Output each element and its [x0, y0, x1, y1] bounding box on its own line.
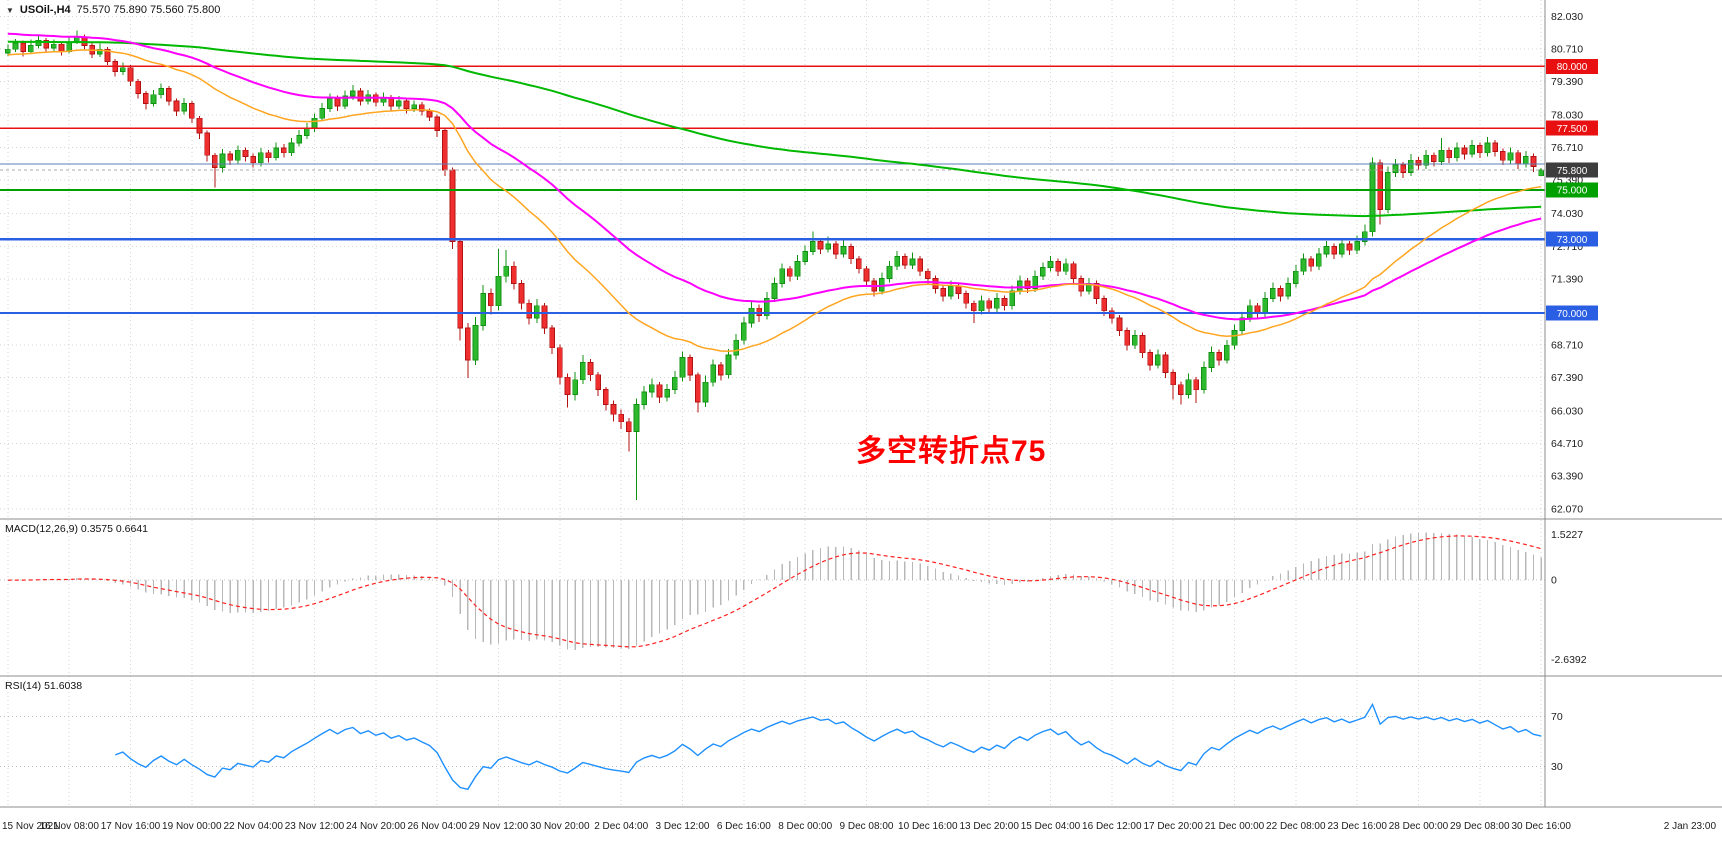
price-tick-label: 82.030	[1551, 11, 1583, 23]
svg-text:73.000: 73.000	[1557, 235, 1588, 246]
time-axis-label: 29 Dec 08:00	[1450, 821, 1510, 832]
chart-title: ▼ USOil-,H4 75.570 75.890 75.560 75.800	[6, 4, 220, 16]
time-axis-label: 2 Dec 04:00	[594, 821, 648, 832]
time-axis-label: 6 Dec 16:00	[717, 821, 771, 832]
time-axis-label: 28 Dec 00:00	[1389, 821, 1449, 832]
panel-separators	[0, 0, 1722, 808]
time-axis-label: 19 Nov 00:00	[162, 821, 222, 832]
svg-text:80.000: 80.000	[1557, 62, 1588, 73]
macd-indicator-label: MACD(12,26,9) 0.3575 0.6641	[5, 523, 149, 535]
price-badge-73.000: 73.000	[1546, 231, 1598, 247]
candle-series	[5, 30, 1545, 500]
time-axis-label: 23 Dec 16:00	[1327, 821, 1387, 832]
time-axis-label: 17 Dec 20:00	[1143, 821, 1203, 832]
price-tick-label: 67.390	[1551, 372, 1583, 384]
price-tick-label: 80.710	[1551, 43, 1583, 55]
time-axis-label: 22 Dec 08:00	[1266, 821, 1326, 832]
price-tick-label: 76.710	[1551, 142, 1583, 154]
time-axis-label: 16 Nov 08:00	[39, 821, 99, 832]
grid	[0, 0, 1545, 807]
ohlc-values: 75.570 75.890 75.560 75.800	[76, 4, 221, 16]
price-badge-75.000: 75.000	[1546, 182, 1598, 198]
macd-histogram	[14, 532, 1542, 650]
rsi-line	[114, 702, 1542, 791]
annotation-text[interactable]: 多空转折点75	[856, 435, 1047, 468]
time-axis-label: 10 Dec 16:00	[898, 821, 958, 832]
time-axis-label: 29 Nov 12:00	[469, 821, 529, 832]
time-axis-label: 30 Dec 16:00	[1511, 821, 1571, 832]
price-tick-label: 63.390	[1551, 471, 1583, 483]
time-axis-label-future: 2 Jan 23:00	[1664, 821, 1717, 832]
time-axis-label: 8 Dec 00:00	[778, 821, 832, 832]
price-badge-77.500: 77.500	[1546, 120, 1598, 136]
time-axis-label: 16 Dec 12:00	[1082, 821, 1142, 832]
svg-text:75.000: 75.000	[1557, 186, 1588, 197]
time-axis-label: 9 Dec 08:00	[840, 821, 894, 832]
svg-text:75.800: 75.800	[1557, 166, 1588, 177]
time-axis-label: 22 Nov 04:00	[223, 821, 283, 832]
time-axis-label: 21 Dec 00:00	[1205, 821, 1265, 832]
time-axis-label: 3 Dec 12:00	[656, 821, 710, 832]
price-tick-label: 71.390	[1551, 273, 1583, 285]
time-axis-label: 23 Nov 12:00	[285, 821, 345, 832]
time-axis-label: 13 Dec 20:00	[959, 821, 1019, 832]
ma-slow-line	[7, 40, 1542, 218]
time-axis-label: 24 Nov 20:00	[346, 821, 406, 832]
price-badge-current: 75.800	[1546, 162, 1598, 178]
rsi-indicator-label: RSI(14) 51.6038	[5, 680, 83, 692]
price-scale[interactable]: 82.03080.71079.39078.03076.71075.39074.0…	[1551, 11, 1587, 773]
price-tick-label: 64.710	[1551, 438, 1583, 450]
price-tick-label: 74.030	[1551, 208, 1583, 220]
price-tick-label: 62.070	[1551, 503, 1583, 515]
macd-scale-label: 0	[1551, 575, 1557, 587]
ma-fast-line	[7, 49, 1542, 353]
time-axis-label: 15 Dec 04:00	[1021, 821, 1081, 832]
svg-text:77.500: 77.500	[1557, 124, 1588, 135]
price-tick-label: 79.390	[1551, 76, 1583, 88]
price-tick-label: 68.710	[1551, 340, 1583, 352]
rsi-level-label: 70	[1551, 711, 1563, 723]
rsi-level-label: 30	[1551, 761, 1563, 773]
price-tick-label: 78.030	[1551, 110, 1583, 122]
macd-signal-line	[7, 535, 1542, 648]
price-badge-70.000: 70.000	[1546, 305, 1598, 321]
macd-scale-label: -2.6392	[1551, 654, 1587, 666]
time-axis-label: 17 Nov 16:00	[101, 821, 161, 832]
time-axis-label: 15 Nov 2021	[2, 821, 59, 832]
symbol-timeframe-label: USOil-,H4	[19, 4, 71, 16]
chart-dropdown-arrow-icon[interactable]: ▼	[6, 5, 14, 15]
macd-scale-label: 1.5227	[1551, 529, 1583, 541]
price-tick-label: 66.030	[1551, 406, 1583, 418]
time-axis-label: 26 Nov 04:00	[407, 821, 467, 832]
svg-text:70.000: 70.000	[1557, 309, 1588, 320]
time-axis-label: 30 Nov 20:00	[530, 821, 590, 832]
ma-medium-line	[7, 32, 1542, 321]
price-badge-80.000: 80.000	[1546, 58, 1598, 74]
